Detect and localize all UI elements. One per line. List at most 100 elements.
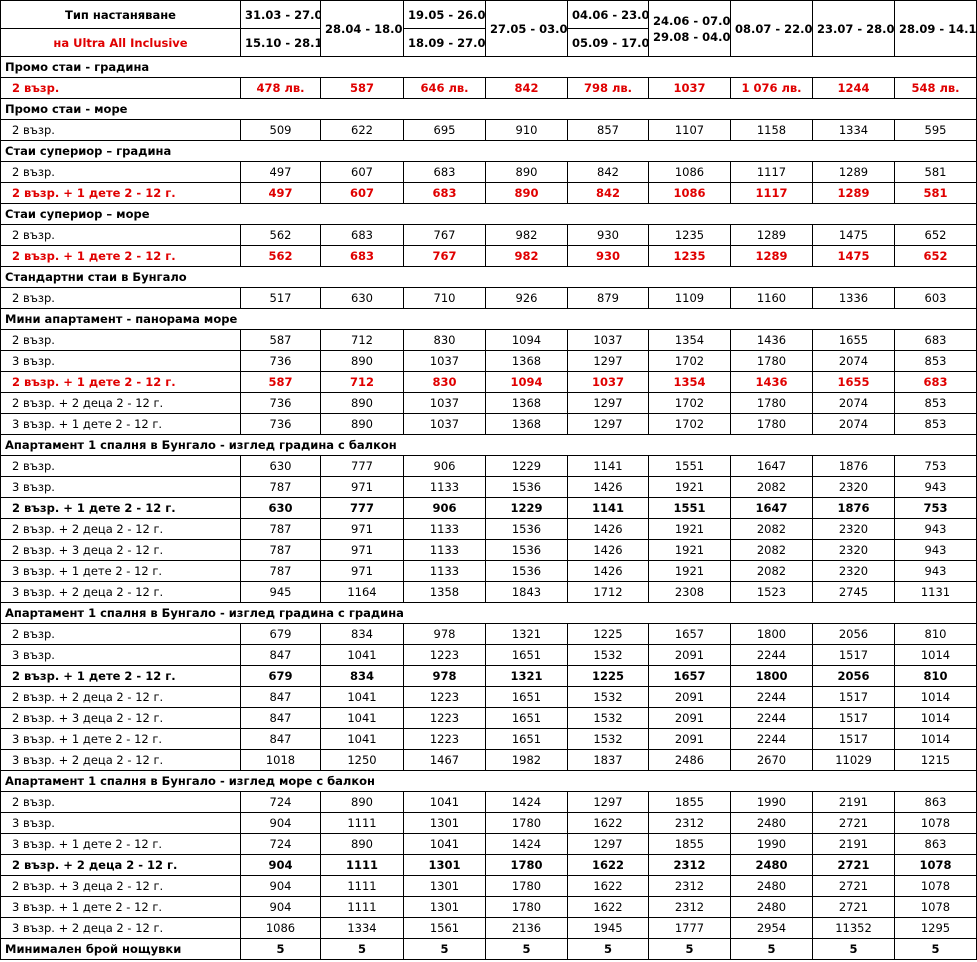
price-cell: 847 — [240, 728, 321, 750]
price-cell: 890 — [485, 182, 568, 204]
price-cell: 2721 — [812, 812, 895, 834]
price-cell: 890 — [320, 350, 404, 372]
section-row: Мини апартамент - панорама море — [0, 308, 977, 330]
row-label: Минимален брой нощувки — [0, 938, 241, 960]
price-cell: 1244 — [812, 77, 895, 99]
price-cell: 683 — [403, 161, 486, 183]
price-cell: 1041 — [320, 644, 404, 666]
price-cell: 1297 — [567, 791, 649, 813]
row-label: 2 възр. + 2 деца 2 - 12 г. — [0, 686, 241, 708]
data-row: 2 възр. + 1 дете 2 - 12 г. 587 712 830 1094 1… — [0, 371, 977, 393]
price-cell: 1990 — [730, 833, 813, 855]
data-row: 3 възр. + 1 дете 2 - 12 г. 904 1111 1301 178… — [0, 896, 977, 918]
period: 04.06 - 23.06 — [567, 0, 649, 29]
price-cell: 847 — [240, 686, 321, 708]
price-cell: 1037 — [403, 350, 486, 372]
row-label: 2 възр. — [0, 161, 241, 183]
price-cell: 1536 — [485, 476, 568, 498]
row-label: 3 възр. — [0, 350, 241, 372]
data-row: 2 възр. 562 683 767 982 930 1235 1289 1475 652 — [0, 224, 977, 246]
price-cell: 509 — [240, 119, 321, 141]
price-cell: 712 — [320, 329, 404, 351]
price-cell: 2056 — [812, 665, 895, 687]
data-row: 2 възр. + 2 деца 2 - 12 г. 736 890 1037 1368… — [0, 392, 977, 414]
row-label: 3 възр. — [0, 812, 241, 834]
price-cell: 1111 — [320, 812, 404, 834]
price-cell: 1131 — [894, 581, 977, 603]
section-row: Апартамент 1 спалня в Бунгало - изглед г… — [0, 602, 977, 624]
price-cell: 1107 — [648, 119, 731, 141]
row-label: 2 възр. — [0, 77, 241, 99]
row-label: 2 възр. + 1 дете 2 - 12 г. — [0, 245, 241, 267]
price-cell: 5 — [320, 938, 404, 960]
price-cell: 1158 — [730, 119, 813, 141]
price-cell: 1702 — [648, 392, 731, 414]
price-cell: 2312 — [648, 896, 731, 918]
period: 18.09 - 27.09 — [403, 28, 486, 57]
data-row: 2 възр. 587 712 830 1094 1037 1354 1436 1655 683 — [0, 329, 977, 351]
price-cell: 943 — [894, 539, 977, 561]
price-cell: 497 — [240, 182, 321, 204]
section-title: Апартамент 1 спалня в Бунгало - изглед г… — [0, 434, 977, 456]
price-cell: 904 — [240, 812, 321, 834]
price-cell: 724 — [240, 791, 321, 813]
price-cell: 978 — [403, 623, 486, 645]
price-cell: 787 — [240, 539, 321, 561]
data-row: 2 възр. 509 622 695 910 857 1107 1158 1334 595 — [0, 119, 977, 141]
price-cell: 2480 — [730, 854, 813, 876]
price-cell: 1368 — [485, 413, 568, 435]
price-cell: 1014 — [894, 686, 977, 708]
price-cell: 943 — [894, 518, 977, 540]
price-cell: 1041 — [403, 833, 486, 855]
price-cell: 1223 — [403, 707, 486, 729]
price-cell: 1436 — [730, 371, 813, 393]
data-row: 2 възр. + 2 деца 2 - 12 г. 787 971 1133 1536… — [0, 518, 977, 540]
data-row: 3 възр. + 1 дете 2 - 12 г. 736 890 1037 1368… — [0, 413, 977, 435]
price-cell: 1354 — [648, 371, 731, 393]
price-cell: 1086 — [648, 161, 731, 183]
price-cell: 1094 — [485, 371, 568, 393]
price-cell: 1223 — [403, 728, 486, 750]
row-label: 2 възр. + 3 деца 2 - 12 г. — [0, 539, 241, 561]
price-cell: 1037 — [403, 392, 486, 414]
price-cell: 1855 — [648, 833, 731, 855]
data-row: 2 възр. + 3 деца 2 - 12 г. 847 1041 1223 165… — [0, 707, 977, 729]
price-cell: 1368 — [485, 350, 568, 372]
price-cell: 5 — [485, 938, 568, 960]
price-cell: 1655 — [812, 371, 895, 393]
price-cell: 1536 — [485, 539, 568, 561]
price-cell: 1301 — [403, 875, 486, 897]
row-label: 2 възр. — [0, 119, 241, 141]
price-cell: 1086 — [648, 182, 731, 204]
price-cell: 1229 — [485, 455, 568, 477]
price-cell: 1078 — [894, 896, 977, 918]
data-row: 3 възр. + 2 деца 2 - 12 г. 1018 1250 1467 19… — [0, 749, 977, 771]
price-cell: 1551 — [648, 455, 731, 477]
price-cell: 2082 — [730, 539, 813, 561]
price-cell: 683 — [403, 182, 486, 204]
price-cell: 1532 — [567, 644, 649, 666]
price-cell: 1561 — [403, 917, 486, 939]
price-cell: 857 — [567, 119, 649, 141]
price-cell: 2091 — [648, 707, 731, 729]
price-cell: 1622 — [567, 875, 649, 897]
price-cell: 603 — [894, 287, 977, 309]
data-row: 3 възр. 904 1111 1301 1780 1622 2312 2480 2721 10… — [0, 812, 977, 834]
price-cell: 1297 — [567, 833, 649, 855]
price-cell: 777 — [320, 497, 404, 519]
price-cell: 2670 — [730, 749, 813, 771]
price-cell: 1164 — [320, 581, 404, 603]
row-label: 3 възр. + 1 дете 2 - 12 г. — [0, 413, 241, 435]
price-cell: 2244 — [730, 644, 813, 666]
row-label: 3 възр. + 1 дете 2 - 12 г. — [0, 728, 241, 750]
data-row: 2 възр. 478 лв. 587 646 лв. 842 798 лв. 1037 1 … — [0, 77, 977, 99]
period-date: 23.07 - 28.08 — [817, 21, 895, 36]
price-cell: 1532 — [567, 728, 649, 750]
price-cell: 753 — [894, 455, 977, 477]
price-cell: 1229 — [485, 497, 568, 519]
row-label: 2 възр. — [0, 224, 241, 246]
section-row: Апартамент 1 спалня в Бунгало - изглед г… — [0, 434, 977, 456]
price-cell: 1651 — [485, 707, 568, 729]
price-cell: 1780 — [485, 875, 568, 897]
